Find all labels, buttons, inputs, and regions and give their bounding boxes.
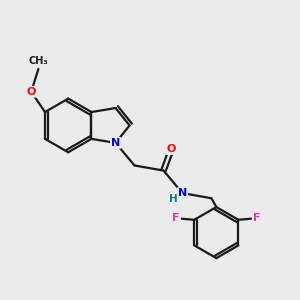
Text: CH₃: CH₃ xyxy=(28,56,48,66)
Text: O: O xyxy=(167,144,176,154)
Text: O: O xyxy=(26,87,36,97)
Text: N: N xyxy=(178,188,187,198)
Text: F: F xyxy=(172,213,180,223)
Text: F: F xyxy=(253,213,260,223)
Text: H: H xyxy=(169,194,178,204)
Text: N: N xyxy=(111,138,120,148)
